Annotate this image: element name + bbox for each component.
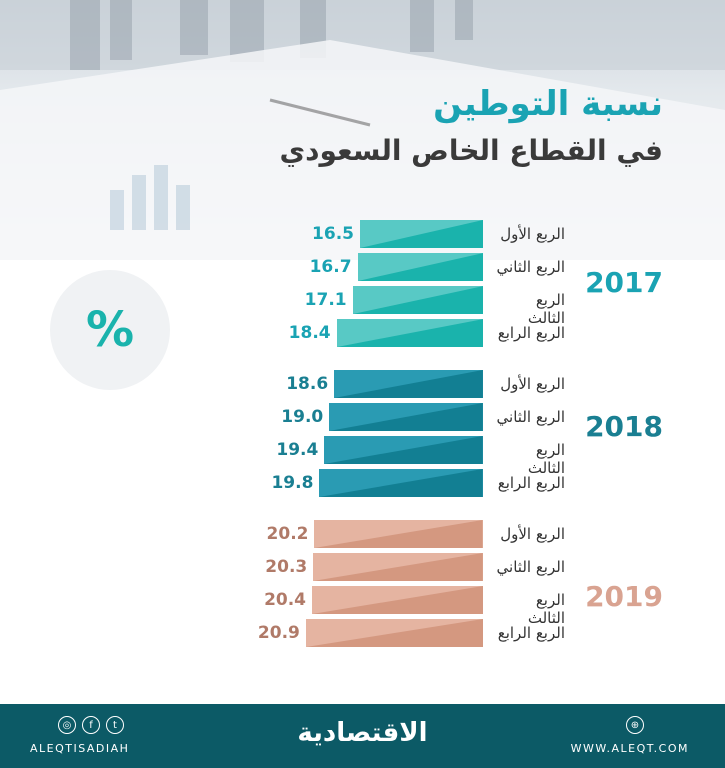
quarter-label: الربع الرابع [497,324,565,342]
quarter-label: الربع الثالث [527,291,565,327]
bar-value-label: 20.4 [264,590,307,610]
bar-row: 20.2 الربع الأول [0,520,725,548]
year-label-2017: 2017 [585,266,663,299]
bar-row: 16.7 الربع الثاني [0,253,725,281]
bar-shade [357,253,483,281]
bar-value-label: 20.2 [266,524,309,544]
bar-2017-q2 [357,253,483,281]
bar-value-label: 19.4 [276,440,319,460]
bar-2018-q1 [334,370,483,398]
quarter-label: الربع الثاني [496,408,565,426]
quarter-label: الربع الأول [500,525,565,543]
quarter-label: الربع الثاني [496,558,565,576]
bar-shade [312,586,483,614]
bar-row: 20.3 الربع الثاني [0,553,725,581]
twitter-icon[interactable]: t [106,716,124,734]
bar-2019-q2 [313,553,483,581]
facebook-icon[interactable]: f [82,716,100,734]
bar-shade [336,319,483,347]
bar-2017-q1 [360,220,483,248]
bar-row: 19.4 الربع الثالث [0,436,725,477]
bar-2017-q4 [336,319,483,347]
year-label-2019: 2019 [585,580,663,613]
bar-row: 19.0 الربع الثاني [0,403,725,431]
bar-value-label: 18.6 [286,374,329,394]
bar-2019-q1 [314,520,483,548]
bar-row: 17.1 الربع الثالث [0,286,725,327]
bar-value-label: 20.3 [265,557,308,577]
publisher-logo: الاقتصادية [297,718,428,748]
bar-value-label: 17.1 [304,290,347,310]
bar-value-label: 18.4 [288,323,331,343]
bar-2017-q3 [352,286,483,314]
bar-shade [360,220,483,248]
bar-shade [329,403,483,431]
bar-value-label: 19.8 [271,473,314,493]
background-photo [0,0,725,260]
bar-shade [305,619,483,647]
bar-row: 20.4 الربع الثالث [0,586,725,627]
instagram-icon[interactable]: ◎ [58,716,76,734]
quarter-label: الربع الأول [500,375,565,393]
bar-row: 19.8 الربع الرابع [0,469,725,497]
bar-row: 20.9 الربع الرابع [0,619,725,647]
bar-shade [334,370,483,398]
website-link[interactable]: WWW.ALEQT.COM [570,742,689,755]
chart-subtitle: في القطاع الخاص السعودي [279,134,663,167]
bar-2018-q2 [329,403,483,431]
globe-icon: ⊕ [626,716,644,734]
bar-row: 18.6 الربع الأول [0,370,725,398]
bar-2018-q4 [319,469,483,497]
chart-title: نسبة التوطين [433,84,663,124]
bar-value-label: 16.5 [312,224,354,244]
social-handle[interactable]: ALEQTISADIAH [30,742,130,755]
percent-badge: % [50,270,170,390]
bar-value-label: 20.9 [257,623,300,643]
bar-shade [313,553,483,581]
percent-symbol: % [85,302,135,358]
quarter-label: الربع الثالث [527,591,565,627]
bar-row: 18.4 الربع الرابع [0,319,725,347]
bar-2019-q3 [312,586,483,614]
bar-shade [352,286,483,314]
quarter-label: الربع الأول [500,225,565,243]
bar-shade [314,520,483,548]
quarter-label: الربع الرابع [497,624,565,642]
bar-value-label: 19.0 [281,407,324,427]
bar-2019-q4 [305,619,483,647]
bar-shade [319,469,483,497]
quarter-label: الربع الثالث [527,441,565,477]
bar-shade [324,436,483,464]
footer-bar: ◎ f t ALEQTISADIAH الاقتصادية ⊕ WWW.ALEQ… [0,704,725,768]
social-icons: ◎ f t [58,716,124,734]
bar-row: 16.5 الربع الأول [0,220,725,248]
quarter-label: الربع الرابع [497,474,565,492]
bar-2018-q3 [324,436,483,464]
year-label-2018: 2018 [585,410,663,443]
bar-value-label: 16.7 [309,257,352,277]
quarter-label: الربع الثاني [496,258,565,276]
office-scene-illustration [0,0,725,260]
